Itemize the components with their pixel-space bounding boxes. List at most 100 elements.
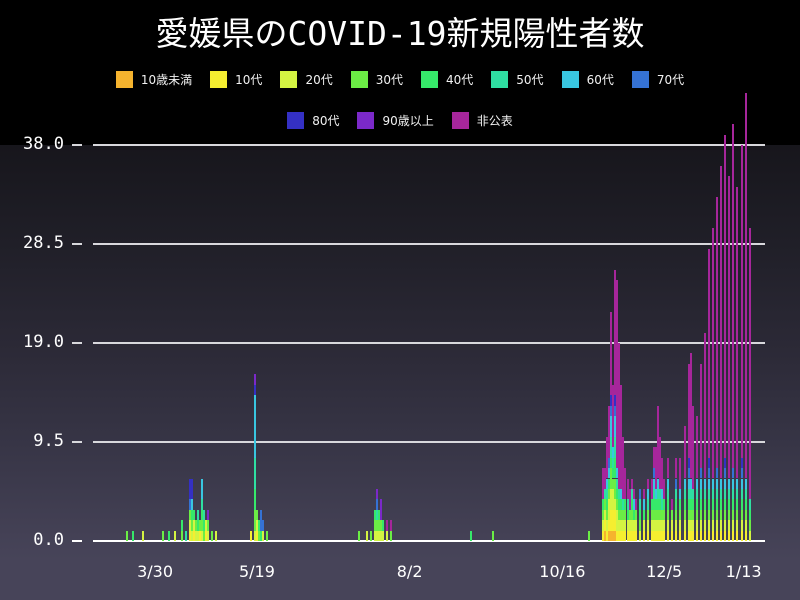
bar-column[interactable] bbox=[606, 436, 609, 541]
legend-item[interactable]: 40代 bbox=[421, 70, 473, 88]
bar-column[interactable] bbox=[211, 530, 214, 541]
bar-column[interactable] bbox=[614, 270, 617, 541]
bar-column[interactable] bbox=[691, 405, 694, 541]
bar-column[interactable] bbox=[642, 488, 645, 541]
legend-item[interactable]: 30代 bbox=[350, 70, 403, 88]
legend-item[interactable]: 50代 bbox=[491, 70, 544, 88]
bar-column[interactable] bbox=[659, 436, 662, 541]
bar-column[interactable] bbox=[376, 488, 379, 541]
bar-column[interactable] bbox=[740, 145, 743, 541]
bar-column[interactable] bbox=[205, 520, 207, 541]
bar-column[interactable] bbox=[628, 488, 631, 541]
legend-item[interactable]: 80代 bbox=[287, 111, 339, 129]
bar-column[interactable] bbox=[667, 457, 670, 541]
bar-column[interactable] bbox=[724, 134, 727, 541]
bar-column[interactable] bbox=[748, 228, 751, 541]
bar-column[interactable] bbox=[196, 509, 199, 541]
bar-column[interactable] bbox=[259, 509, 262, 541]
bar-column[interactable] bbox=[634, 499, 637, 541]
bar-column[interactable] bbox=[262, 520, 265, 541]
bar-column[interactable] bbox=[188, 478, 191, 541]
bar-column[interactable] bbox=[131, 530, 134, 541]
bar-column[interactable] bbox=[646, 478, 649, 541]
bar-column[interactable] bbox=[369, 530, 372, 541]
bar-column[interactable] bbox=[663, 478, 666, 541]
bar-column[interactable] bbox=[638, 488, 641, 541]
bar-column[interactable] bbox=[162, 530, 165, 541]
bar-column[interactable] bbox=[620, 384, 623, 541]
bar-column[interactable] bbox=[736, 186, 739, 541]
bar-column[interactable] bbox=[386, 520, 389, 541]
bar-column[interactable] bbox=[378, 509, 381, 541]
bar-column[interactable] bbox=[689, 353, 692, 541]
bar-column[interactable] bbox=[707, 249, 710, 541]
bar-column[interactable] bbox=[712, 228, 715, 541]
bar-column[interactable] bbox=[683, 426, 686, 541]
bar-column[interactable] bbox=[630, 478, 633, 541]
bar-column[interactable] bbox=[207, 509, 210, 541]
bar-column[interactable] bbox=[650, 478, 653, 541]
bar-column[interactable] bbox=[695, 415, 698, 541]
bar-column[interactable] bbox=[626, 478, 629, 541]
bar-column[interactable] bbox=[253, 374, 256, 541]
legend-item[interactable]: 60代 bbox=[561, 70, 614, 88]
bar-column[interactable] bbox=[374, 509, 377, 541]
bar-column[interactable] bbox=[679, 457, 682, 541]
bar-column[interactable] bbox=[655, 447, 658, 541]
bar-column[interactable] bbox=[469, 530, 472, 541]
bar-column[interactable] bbox=[720, 165, 723, 541]
bar-column[interactable] bbox=[608, 405, 611, 541]
bar-column[interactable] bbox=[192, 509, 195, 541]
bar-column[interactable] bbox=[661, 457, 664, 541]
bar-column[interactable] bbox=[624, 468, 627, 541]
bar-column[interactable] bbox=[632, 488, 635, 541]
bar-column[interactable] bbox=[180, 520, 183, 541]
bar-column[interactable] bbox=[616, 280, 619, 541]
bar-column[interactable] bbox=[365, 530, 368, 541]
bar-column[interactable] bbox=[602, 468, 605, 541]
legend-item[interactable]: 10歳未満 bbox=[115, 70, 192, 88]
bar-column[interactable] bbox=[198, 520, 201, 541]
bar-column[interactable] bbox=[174, 530, 177, 541]
bar-column[interactable] bbox=[612, 384, 615, 541]
bar-column[interactable] bbox=[255, 509, 258, 541]
bar-column[interactable] bbox=[249, 530, 252, 541]
legend-item[interactable]: 90歳以上 bbox=[357, 111, 434, 129]
bar-column[interactable] bbox=[184, 530, 187, 541]
bar-column[interactable] bbox=[587, 530, 590, 541]
bar-column[interactable] bbox=[168, 530, 171, 541]
bar-column[interactable] bbox=[200, 478, 203, 541]
bar-column[interactable] bbox=[382, 520, 385, 541]
bar-column[interactable] bbox=[190, 478, 193, 541]
bar-column[interactable] bbox=[671, 499, 674, 541]
legend-item[interactable]: 70代 bbox=[631, 70, 684, 88]
bar-column[interactable] bbox=[257, 520, 260, 541]
bar-column[interactable] bbox=[604, 468, 607, 541]
bar-column[interactable] bbox=[194, 520, 197, 541]
bar-column[interactable] bbox=[744, 92, 747, 541]
bar-column[interactable] bbox=[657, 405, 660, 541]
bar-column[interactable] bbox=[728, 176, 731, 541]
legend-item[interactable]: 10代 bbox=[210, 70, 262, 88]
bar-column[interactable] bbox=[380, 499, 383, 541]
legend-item[interactable]: 20代 bbox=[280, 70, 333, 88]
bar-column[interactable] bbox=[202, 509, 205, 541]
bar-column[interactable] bbox=[703, 332, 706, 541]
legend-item[interactable]: 非公表 bbox=[451, 111, 513, 129]
bar-column[interactable] bbox=[215, 530, 218, 541]
bar-column[interactable] bbox=[699, 363, 702, 541]
bar-column[interactable] bbox=[622, 436, 625, 541]
bar-column[interactable] bbox=[141, 530, 144, 541]
bar-column[interactable] bbox=[125, 530, 128, 541]
bar-column[interactable] bbox=[610, 311, 613, 541]
bar-column[interactable] bbox=[687, 363, 690, 541]
bar-column[interactable] bbox=[357, 530, 360, 541]
bar-column[interactable] bbox=[390, 520, 393, 541]
bar-column[interactable] bbox=[653, 447, 655, 541]
bar-column[interactable] bbox=[732, 124, 735, 541]
bar-column[interactable] bbox=[492, 530, 495, 541]
bar-column[interactable] bbox=[266, 530, 269, 541]
bar-column[interactable] bbox=[716, 197, 719, 541]
bar-column[interactable] bbox=[618, 343, 621, 541]
bar-column[interactable] bbox=[675, 457, 678, 541]
